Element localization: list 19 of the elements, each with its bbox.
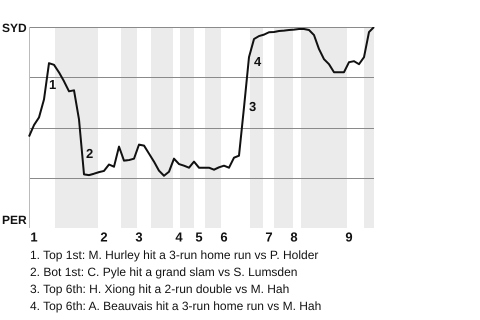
text: 1. Top 1st: M. Hurley hit a 3-run home run vs P. Holder — [30, 247, 320, 264]
x-tick-label: 7 — [265, 229, 273, 244]
text: 2. Bot 1st: C. Pyle hit a grand slam vs S. Lumsden — [30, 264, 298, 281]
x-tick-label: 5 — [195, 229, 203, 244]
x-tick-label: 4 — [175, 229, 184, 244]
x-tick-label: 6 — [220, 229, 228, 244]
x-tick-label: 3 — [135, 229, 143, 244]
annotation: 2 — [86, 146, 94, 162]
text: 3. Top 6th: H. Xiong hit a 2-run double vs M. Hah — [30, 281, 290, 298]
text: 4. Top 6th: A. Beauvais hit a 3-run home run vs M. Hah — [30, 298, 322, 315]
text: SYD — [2, 20, 27, 36]
text: PER — [2, 212, 27, 228]
x-tick-label: 2 — [100, 229, 108, 244]
annotation: 4 — [254, 54, 262, 70]
x-tick-label: 8 — [290, 229, 298, 244]
x-tick-label: 1 — [30, 229, 38, 244]
x-tick-label: 9 — [345, 229, 353, 244]
annotation: 3 — [249, 99, 256, 115]
annotation: 1 — [49, 77, 56, 93]
